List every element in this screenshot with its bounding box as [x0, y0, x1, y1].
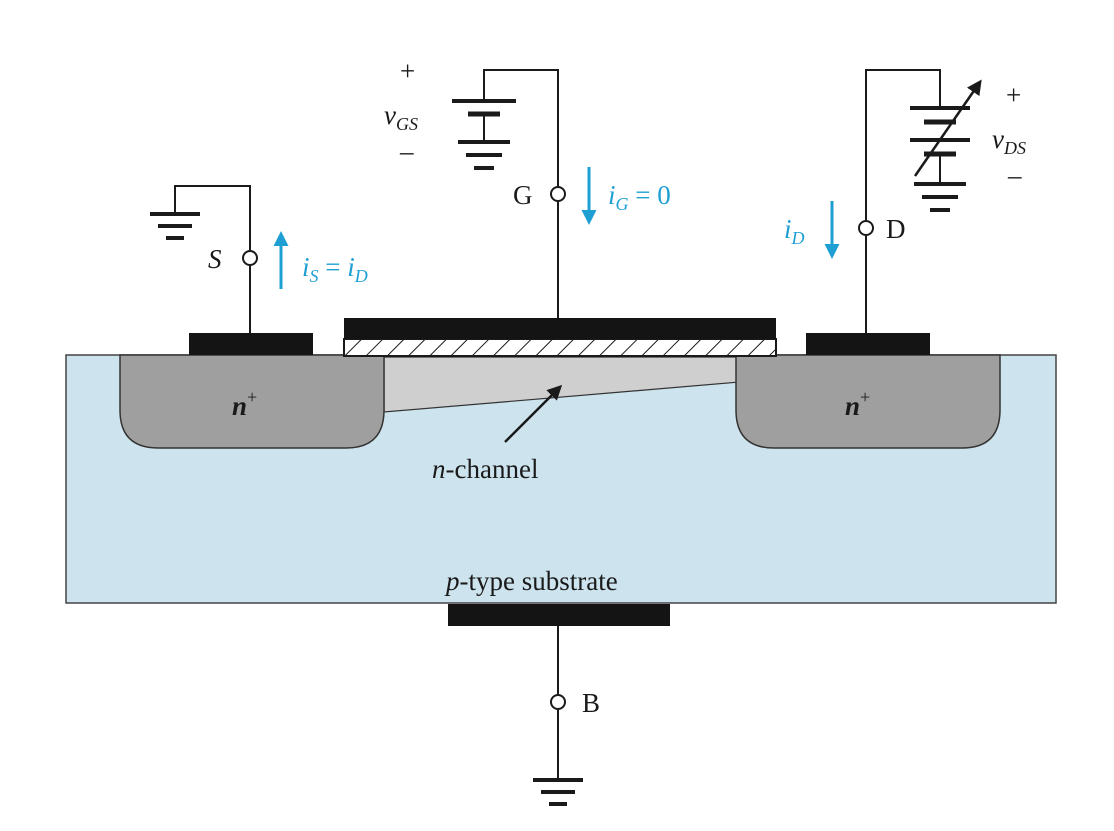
drain-n-plus-label: n+	[845, 387, 870, 421]
source-current-label: iS = iD	[302, 252, 368, 286]
drain-label: D	[886, 214, 906, 244]
vgs-minus-sign: –	[399, 136, 414, 166]
vds-plus-sign: +	[1006, 80, 1021, 110]
vgs-plus-sign: +	[400, 56, 415, 86]
source-label: S	[208, 244, 222, 274]
source-n-plus-region	[119, 354, 385, 449]
vgs-label: vGS	[384, 100, 418, 134]
drain-metal	[806, 333, 930, 355]
drain-terminal-node	[858, 220, 874, 236]
gate-label: G	[513, 180, 533, 210]
vds-label: vDS	[992, 124, 1026, 158]
gate-wire	[483, 69, 559, 318]
source-n-plus-label: n+	[232, 387, 257, 421]
ground-icon	[150, 212, 200, 240]
vds-minus-sign: –	[1007, 160, 1022, 190]
gate-oxide	[343, 338, 777, 357]
body-metal	[448, 604, 670, 626]
channel-pointer-arrow	[504, 384, 563, 443]
gate-metal	[344, 318, 776, 339]
body-terminal-node	[550, 694, 566, 710]
variable-battery-icon	[910, 106, 970, 212]
body-label: B	[582, 688, 600, 718]
n-channel-label: n-channel	[432, 454, 538, 484]
source-metal	[189, 333, 313, 355]
dc-battery-icon	[452, 99, 516, 170]
drain-current-label: iD	[784, 214, 805, 248]
source-terminal-node	[242, 250, 258, 266]
gate-terminal-node	[550, 186, 566, 202]
drain-n-plus-region	[735, 354, 1001, 449]
drain-wire	[865, 69, 941, 333]
source-wire	[174, 185, 251, 333]
ground-icon	[533, 778, 583, 806]
variable-arrow-icon	[913, 79, 982, 177]
gate-current-label: iG = 0	[608, 180, 671, 214]
substrate-label: p-type substrate	[444, 566, 618, 596]
